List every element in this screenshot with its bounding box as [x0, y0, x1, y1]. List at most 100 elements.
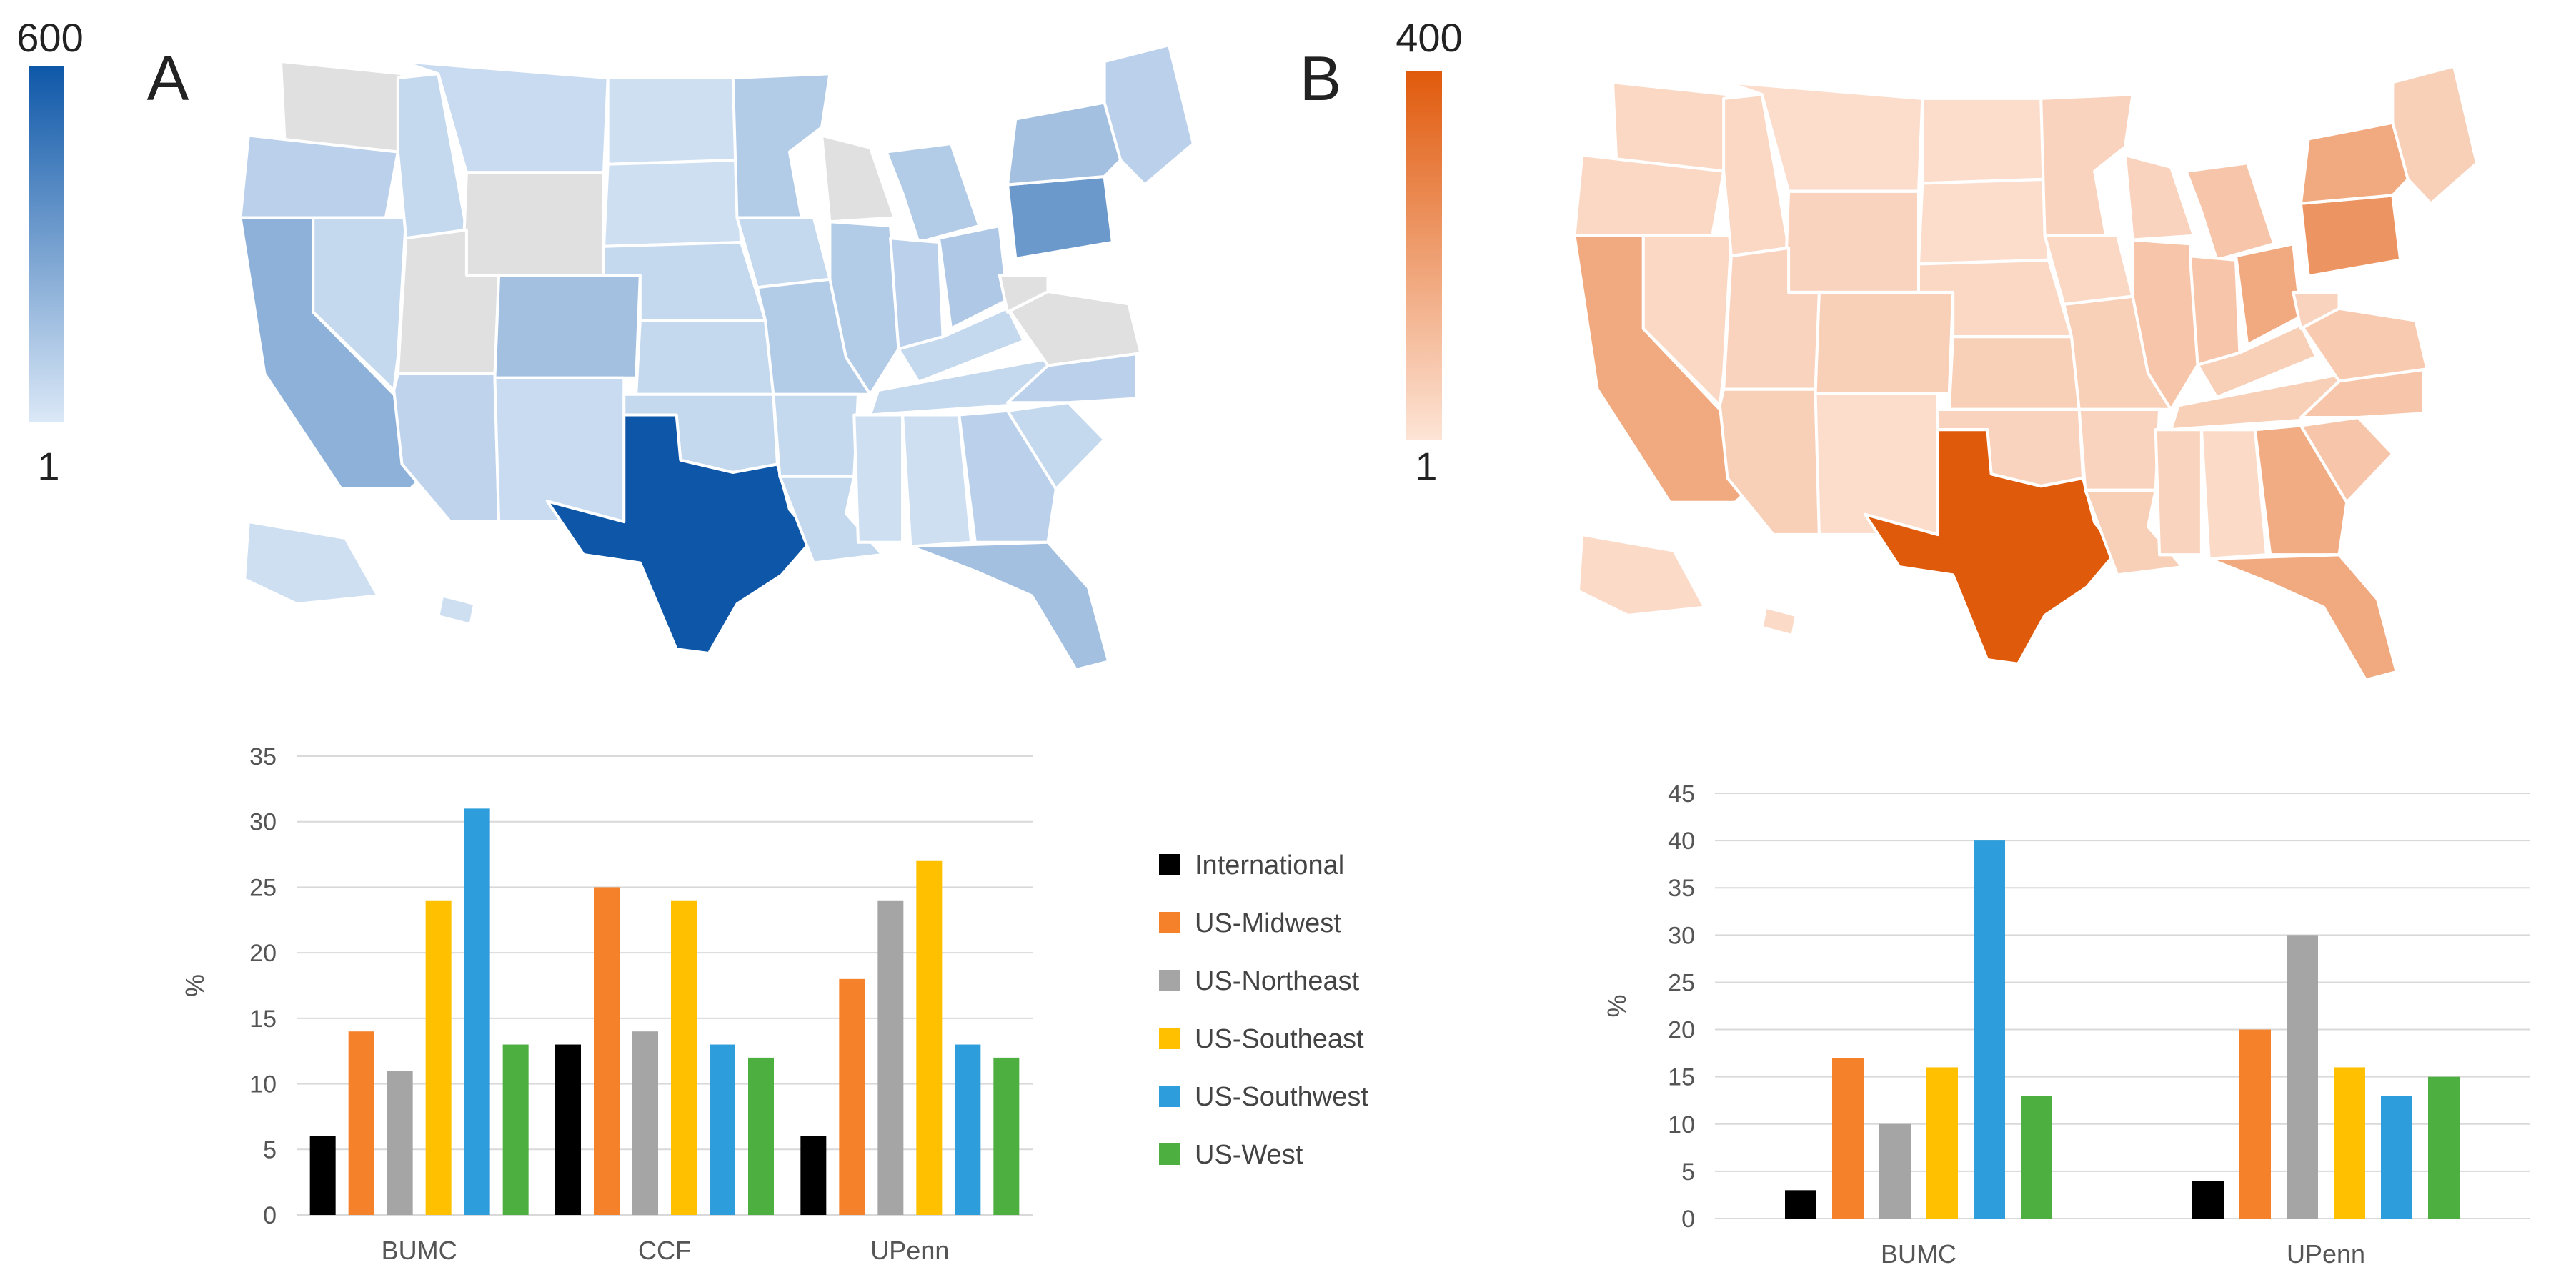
y-tick-label: 10: [1668, 1111, 1695, 1138]
state-nv-b: [1641, 234, 1733, 407]
state-ms-b: [2154, 427, 2203, 557]
state-ar-b: [2077, 407, 2162, 492]
legend-label: US-Southeast: [1195, 1024, 1364, 1054]
x-tick-label: UPenn: [2287, 1239, 2365, 1269]
state-tx-a: [545, 413, 815, 655]
state-ny-a: [1005, 101, 1123, 187]
colorbar-a: 600 1: [16, 15, 83, 489]
state-ny-b: [2299, 121, 2410, 205]
bar-us-midwest-upenn: [2239, 1029, 2271, 1219]
state-co-a: [493, 273, 642, 379]
bar-us-northeast-upenn: [877, 900, 904, 1215]
bar-us-southwest-upenn: [955, 1044, 981, 1215]
colorbar-a-max-label: 600: [16, 15, 83, 60]
bar-us-southeast-upenn: [2334, 1067, 2365, 1219]
state-nc-a: [1005, 352, 1138, 405]
y-tick-label: 10: [249, 1071, 277, 1098]
bar-us-northeast-ccf: [632, 1031, 658, 1215]
colorbar-b-max-label: 400: [1396, 15, 1462, 60]
state-nm-b: [1814, 392, 1939, 537]
bar-us-northeast-upenn: [2287, 935, 2318, 1219]
state-ne_states-a: [1103, 43, 1195, 187]
legend-swatch: [1159, 854, 1180, 875]
bar-us-southwest-upenn: [2381, 1096, 2412, 1219]
bar-us-west-upenn: [993, 1057, 1020, 1215]
y-tick-label: 35: [1668, 875, 1695, 902]
bar-us-southeast-upenn: [916, 860, 943, 1215]
state-az-a: [392, 372, 501, 524]
x-tick-label: UPenn: [870, 1236, 949, 1265]
bar-us-west-upenn: [2428, 1076, 2460, 1219]
state-nd-a: [606, 76, 739, 166]
state-ks-a: [635, 319, 775, 396]
state-ky-b: [2196, 323, 2318, 400]
state-ar-a: [772, 392, 860, 478]
state-fl-b: [2207, 553, 2398, 682]
y-tick-label: 5: [1681, 1159, 1695, 1186]
state-wv-b: [2292, 290, 2341, 330]
y-tick-label: 35: [249, 743, 277, 770]
state-pa-a: [1005, 174, 1114, 261]
state-sc-a: [1005, 401, 1106, 491]
state-mi-b: [2184, 162, 2276, 262]
y-axis-label: %: [1602, 994, 1631, 1017]
bar-us-northeast-bumc: [1879, 1123, 1911, 1219]
state-al-b: [2199, 427, 2268, 561]
state-mn-b: [2039, 93, 2134, 238]
bar-us-southeast-bumc: [1926, 1067, 1958, 1219]
state-nc-b: [2299, 367, 2425, 420]
state-wy-a: [461, 171, 605, 277]
y-tick-label: 25: [1668, 969, 1695, 996]
bar-us-west-bumc: [2021, 1096, 2052, 1219]
bar-international-upenn: [800, 1136, 827, 1215]
state-al-a: [901, 413, 973, 548]
state-ne_states-b: [2391, 64, 2479, 205]
y-tick-label: 0: [263, 1202, 277, 1229]
y-tick-label: 20: [249, 940, 277, 967]
y-tick-label: 0: [1681, 1206, 1695, 1233]
state-mi-a: [885, 142, 981, 244]
state-ak-a: [243, 520, 379, 606]
x-tick-label: CCF: [638, 1236, 691, 1265]
colorbar-a-min-label: 1: [37, 444, 59, 489]
state-sd-b: [1917, 177, 2050, 266]
y-tick-label: 30: [1668, 922, 1695, 949]
bar-us-midwest-upenn: [839, 978, 865, 1215]
state-nv-a: [312, 216, 408, 392]
bar-international-upenn: [2192, 1181, 2224, 1219]
state-mn-a: [731, 72, 832, 219]
legend-label: US-West: [1195, 1140, 1303, 1170]
state-hi-a: [437, 594, 477, 626]
state-nm-a: [493, 376, 626, 524]
bar-us-midwest-bumc: [1832, 1058, 1864, 1219]
state-il-a: [828, 220, 900, 396]
bar-us-midwest-ccf: [594, 887, 620, 1215]
x-tick-label: BUMC: [382, 1236, 457, 1265]
state-in-b: [2188, 254, 2242, 367]
state-wa-a: [279, 59, 404, 154]
panel-a-label: A: [147, 43, 189, 114]
legend-swatch: [1159, 970, 1180, 991]
bar-us-southwest-bumc: [1974, 840, 2005, 1219]
state-wi-b: [2123, 153, 2196, 242]
bar-us-southeast-bumc: [425, 900, 452, 1215]
bar-us-southeast-ccf: [671, 900, 697, 1215]
bar-us-west-ccf: [748, 1057, 774, 1215]
legend-swatch: [1159, 1143, 1180, 1165]
legend-label: US-Southwest: [1195, 1082, 1368, 1112]
legend-label: US-Northeast: [1195, 966, 1360, 996]
legend-swatch: [1159, 912, 1180, 933]
state-sc-b: [2299, 416, 2395, 504]
us-map-a: [239, 43, 1195, 672]
state-ms-a: [852, 413, 905, 544]
state-or-b: [1573, 153, 1726, 238]
y-tick-label: 25: [249, 874, 277, 901]
x-tick-label: BUMC: [1881, 1239, 1956, 1269]
state-wv-a: [998, 273, 1050, 314]
state-pa-b: [2299, 194, 2402, 278]
colorbar-a-gradient: [29, 66, 64, 422]
panel-b-label: B: [1300, 43, 1342, 114]
state-sd-a: [602, 158, 743, 248]
bar-chart-a: 0 5 10 15 20 25 30 35% BUMC CCF UPenn: [180, 743, 1033, 1265]
